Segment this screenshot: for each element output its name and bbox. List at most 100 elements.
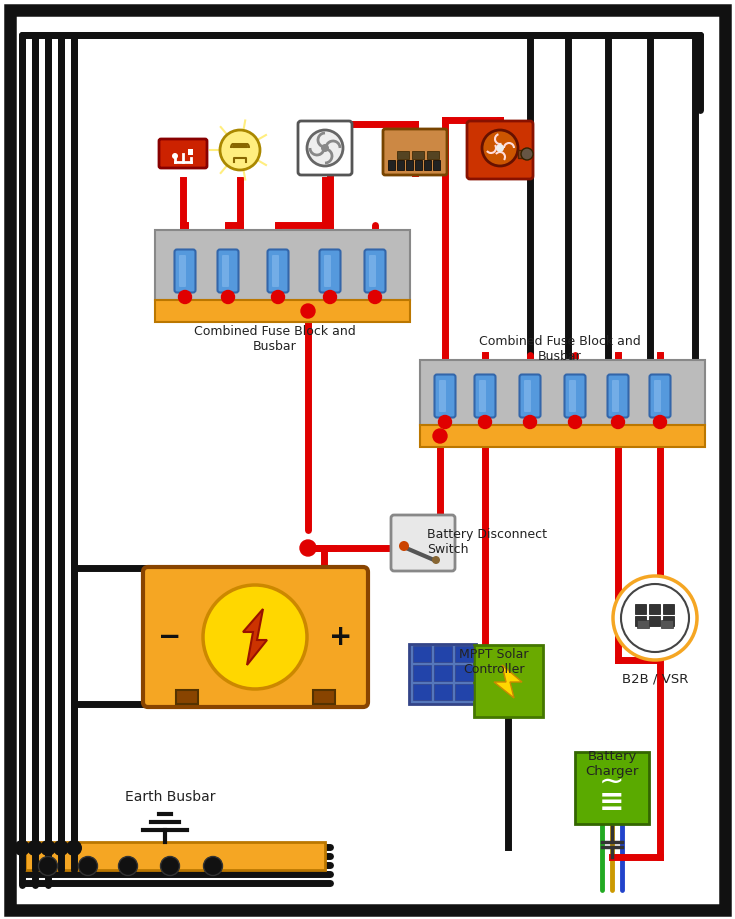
FancyBboxPatch shape	[383, 129, 447, 175]
FancyBboxPatch shape	[475, 375, 495, 417]
Circle shape	[118, 857, 137, 876]
Circle shape	[204, 857, 223, 876]
Circle shape	[323, 290, 337, 303]
FancyBboxPatch shape	[564, 375, 586, 417]
FancyBboxPatch shape	[409, 644, 476, 704]
FancyBboxPatch shape	[159, 139, 207, 168]
Bar	[518, 150, 530, 158]
Bar	[635, 616, 646, 626]
Bar	[397, 151, 409, 159]
Circle shape	[53, 840, 69, 856]
FancyBboxPatch shape	[575, 752, 649, 824]
FancyBboxPatch shape	[524, 380, 531, 412]
Bar	[649, 616, 660, 626]
Bar	[427, 151, 439, 159]
FancyBboxPatch shape	[612, 380, 619, 412]
Bar	[155, 300, 410, 322]
Bar	[155, 230, 410, 300]
Text: B2B / VSR: B2B / VSR	[622, 673, 688, 686]
Text: ≡: ≡	[599, 788, 625, 816]
FancyBboxPatch shape	[365, 249, 385, 292]
Bar	[413, 646, 431, 662]
Bar	[424, 160, 431, 170]
FancyBboxPatch shape	[268, 249, 289, 292]
Circle shape	[307, 130, 343, 166]
Circle shape	[300, 540, 316, 556]
FancyBboxPatch shape	[272, 255, 279, 287]
FancyBboxPatch shape	[650, 375, 670, 417]
Circle shape	[521, 148, 533, 160]
Text: −: −	[158, 623, 182, 651]
FancyBboxPatch shape	[143, 567, 368, 707]
Circle shape	[439, 415, 451, 428]
Bar	[188, 149, 193, 155]
Circle shape	[301, 304, 315, 318]
FancyBboxPatch shape	[479, 380, 486, 412]
Circle shape	[172, 153, 178, 159]
Circle shape	[27, 840, 43, 856]
Circle shape	[523, 415, 537, 428]
Text: Combined Fuse Block and
Busbar: Combined Fuse Block and Busbar	[479, 335, 641, 363]
Bar	[25, 842, 325, 870]
Bar	[637, 620, 649, 628]
FancyBboxPatch shape	[608, 375, 628, 417]
Circle shape	[14, 840, 30, 856]
Circle shape	[433, 429, 447, 443]
Circle shape	[613, 576, 697, 660]
Circle shape	[40, 840, 56, 856]
Bar	[413, 665, 431, 681]
Bar	[397, 160, 404, 170]
Text: Earth Busbar: Earth Busbar	[125, 790, 215, 804]
Bar	[455, 665, 473, 681]
Bar	[176, 690, 198, 704]
FancyBboxPatch shape	[369, 255, 376, 287]
Circle shape	[478, 415, 492, 428]
Bar	[434, 684, 452, 700]
FancyBboxPatch shape	[320, 249, 340, 292]
Circle shape	[203, 585, 307, 689]
Text: +: +	[329, 623, 353, 651]
Bar	[415, 160, 422, 170]
Circle shape	[79, 857, 98, 876]
Circle shape	[321, 144, 329, 152]
Bar	[663, 616, 674, 626]
Text: Battery Disconnect
Switch: Battery Disconnect Switch	[427, 528, 547, 556]
Bar	[412, 151, 424, 159]
FancyBboxPatch shape	[222, 255, 229, 287]
FancyBboxPatch shape	[434, 375, 456, 417]
Bar	[406, 160, 413, 170]
Circle shape	[568, 415, 581, 428]
Bar	[434, 665, 452, 681]
Circle shape	[399, 541, 409, 551]
FancyBboxPatch shape	[324, 255, 331, 287]
Text: Combined Fuse Block and
Busbar: Combined Fuse Block and Busbar	[194, 325, 356, 353]
Bar	[661, 620, 673, 628]
Bar	[434, 646, 452, 662]
Circle shape	[496, 144, 504, 152]
Bar	[433, 160, 440, 170]
FancyBboxPatch shape	[298, 121, 352, 175]
FancyBboxPatch shape	[467, 121, 533, 179]
FancyBboxPatch shape	[391, 515, 455, 571]
Circle shape	[432, 556, 440, 564]
Circle shape	[38, 857, 57, 876]
Circle shape	[179, 290, 192, 303]
FancyBboxPatch shape	[569, 380, 576, 412]
Text: Battery
Charger: Battery Charger	[585, 750, 639, 778]
Bar	[420, 425, 705, 447]
Circle shape	[612, 415, 625, 428]
Circle shape	[653, 415, 667, 428]
Circle shape	[221, 290, 234, 303]
Bar	[663, 604, 674, 614]
Circle shape	[271, 290, 284, 303]
Polygon shape	[494, 665, 522, 698]
Bar	[313, 690, 335, 704]
Bar	[455, 646, 473, 662]
Bar	[413, 684, 431, 700]
FancyBboxPatch shape	[474, 645, 543, 717]
Text: ~: ~	[599, 767, 625, 797]
Bar	[455, 684, 473, 700]
Circle shape	[621, 584, 689, 652]
Polygon shape	[243, 609, 267, 665]
Circle shape	[160, 857, 179, 876]
